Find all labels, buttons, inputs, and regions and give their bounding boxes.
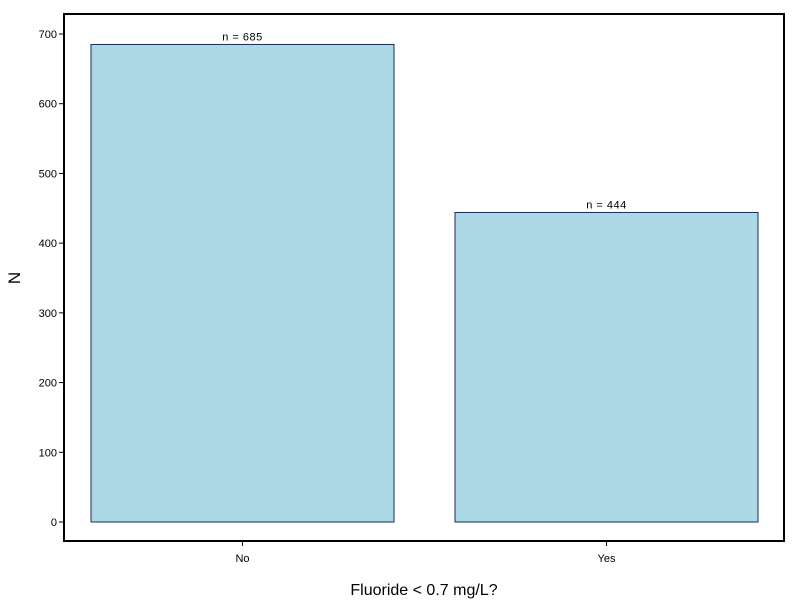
x-tick-label-yes: Yes [598,553,616,565]
y-tick-label-100: 100 [39,447,57,459]
y-tick-label-200: 200 [39,378,57,390]
data-labels-group: n = 685 n = 444 [222,31,627,211]
x-tick-label-no: No [235,553,249,565]
y-tick-label-500: 500 [39,168,57,180]
plot-frame [63,13,785,542]
data-label-no: n = 685 [222,31,263,43]
x-axis-ticks: No Yes [235,541,616,565]
y-tick-label-600: 600 [39,99,57,111]
y-tick-label-700: 700 [39,29,57,41]
y-tick-label-400: 400 [39,238,57,250]
y-tick-label-300: 300 [39,308,57,320]
data-label-yes: n = 444 [586,199,627,211]
bars-group [90,43,759,523]
bar-yes [454,211,759,523]
bar-no [90,43,395,523]
y-axis-title: N [5,272,24,284]
x-axis-title: Fluoride < 0.7 mg/L? [350,582,497,599]
y-tick-label-0: 0 [51,517,57,529]
